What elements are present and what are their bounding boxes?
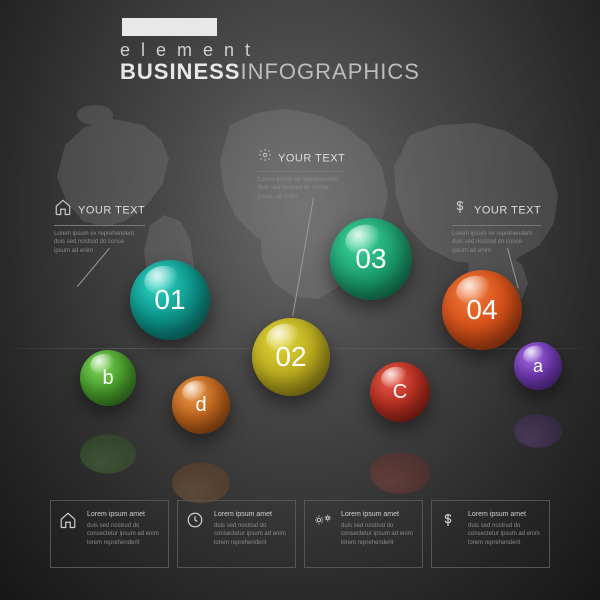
card-title: Lorem ipsum amet xyxy=(214,511,287,518)
card-body: duis sed nostrud do consectetur ipsum ad… xyxy=(214,522,287,547)
main-sphere-04: 04 xyxy=(442,270,522,350)
card-title: Lorem ipsum amet xyxy=(87,511,160,518)
bottom-card-grid: Lorem ipsum amet duis sed nostrud do con… xyxy=(50,500,550,568)
small-sphere-a: a xyxy=(514,342,562,390)
main-sphere-03: 03 xyxy=(330,218,412,300)
callout-title: YOUR TEXT xyxy=(278,153,345,165)
gear-icon xyxy=(258,148,272,167)
bottom-card-1: Lorem ipsum amet duis sed nostrud do con… xyxy=(50,500,169,568)
header-line2: BUSINESSINFOGRAPHICS xyxy=(120,59,420,85)
bottom-card-2: Lorem ipsum amet duis sed nostrud do con… xyxy=(177,500,296,568)
small-sphere-d: d xyxy=(172,376,230,434)
callout-title: YOUR TEXT xyxy=(474,205,541,217)
card-title: Lorem ipsum amet xyxy=(341,511,414,518)
small-sphere-b: b xyxy=(80,350,136,406)
gears-icon xyxy=(313,511,333,534)
header-line1: element xyxy=(120,40,420,61)
header: element BUSINESSINFOGRAPHICS xyxy=(120,18,420,85)
bottom-card-4: Lorem ipsum amet duis sed nostrud do con… xyxy=(431,500,550,568)
callout-body: Lorem ipsum ex reprehenderitduis sed nos… xyxy=(258,176,345,201)
small-sphere-c: C xyxy=(370,362,430,422)
callout-02: YOUR TEXT Lorem ipsum ex reprehenderitdui… xyxy=(258,148,345,201)
card-title: Lorem ipsum amet xyxy=(468,511,541,518)
callout-body: Lorem ipsum ex reprehenderitduis sed nos… xyxy=(452,230,541,255)
card-body: duis sed nostrud do consectetur ipsum ad… xyxy=(341,522,414,547)
header-tab xyxy=(122,18,217,36)
home-icon xyxy=(59,511,79,534)
header-bold: BUSINESS xyxy=(120,59,240,84)
header-light: INFOGRAPHICS xyxy=(240,59,419,84)
home-icon xyxy=(54,198,72,221)
dollar-icon xyxy=(440,511,460,534)
callout-01: YOUR TEXT Lorem ipsum ex reprehenderitdui… xyxy=(54,198,145,255)
main-sphere-01: 01 xyxy=(130,260,210,340)
callout-title: YOUR TEXT xyxy=(78,205,145,217)
callout-body: Lorem ipsum ex reprehenderitduis sed nos… xyxy=(54,230,145,255)
card-body: duis sed nostrud do consectetur ipsum ad… xyxy=(468,522,541,547)
main-sphere-02: 02 xyxy=(252,318,330,396)
callout-04: YOUR TEXT Lorem ipsum ex reprehenderitdui… xyxy=(452,198,541,255)
bottom-card-3: Lorem ipsum amet duis sed nostrud do con… xyxy=(304,500,423,568)
clock-icon xyxy=(186,511,206,534)
card-body: duis sed nostrud do consectetur ipsum ad… xyxy=(87,522,160,547)
dollar-icon xyxy=(452,198,468,221)
